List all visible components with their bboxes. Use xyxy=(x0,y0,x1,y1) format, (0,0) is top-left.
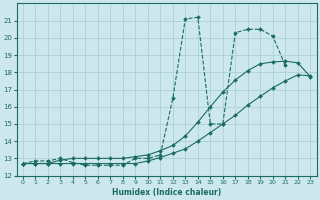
X-axis label: Humidex (Indice chaleur): Humidex (Indice chaleur) xyxy=(112,188,221,197)
